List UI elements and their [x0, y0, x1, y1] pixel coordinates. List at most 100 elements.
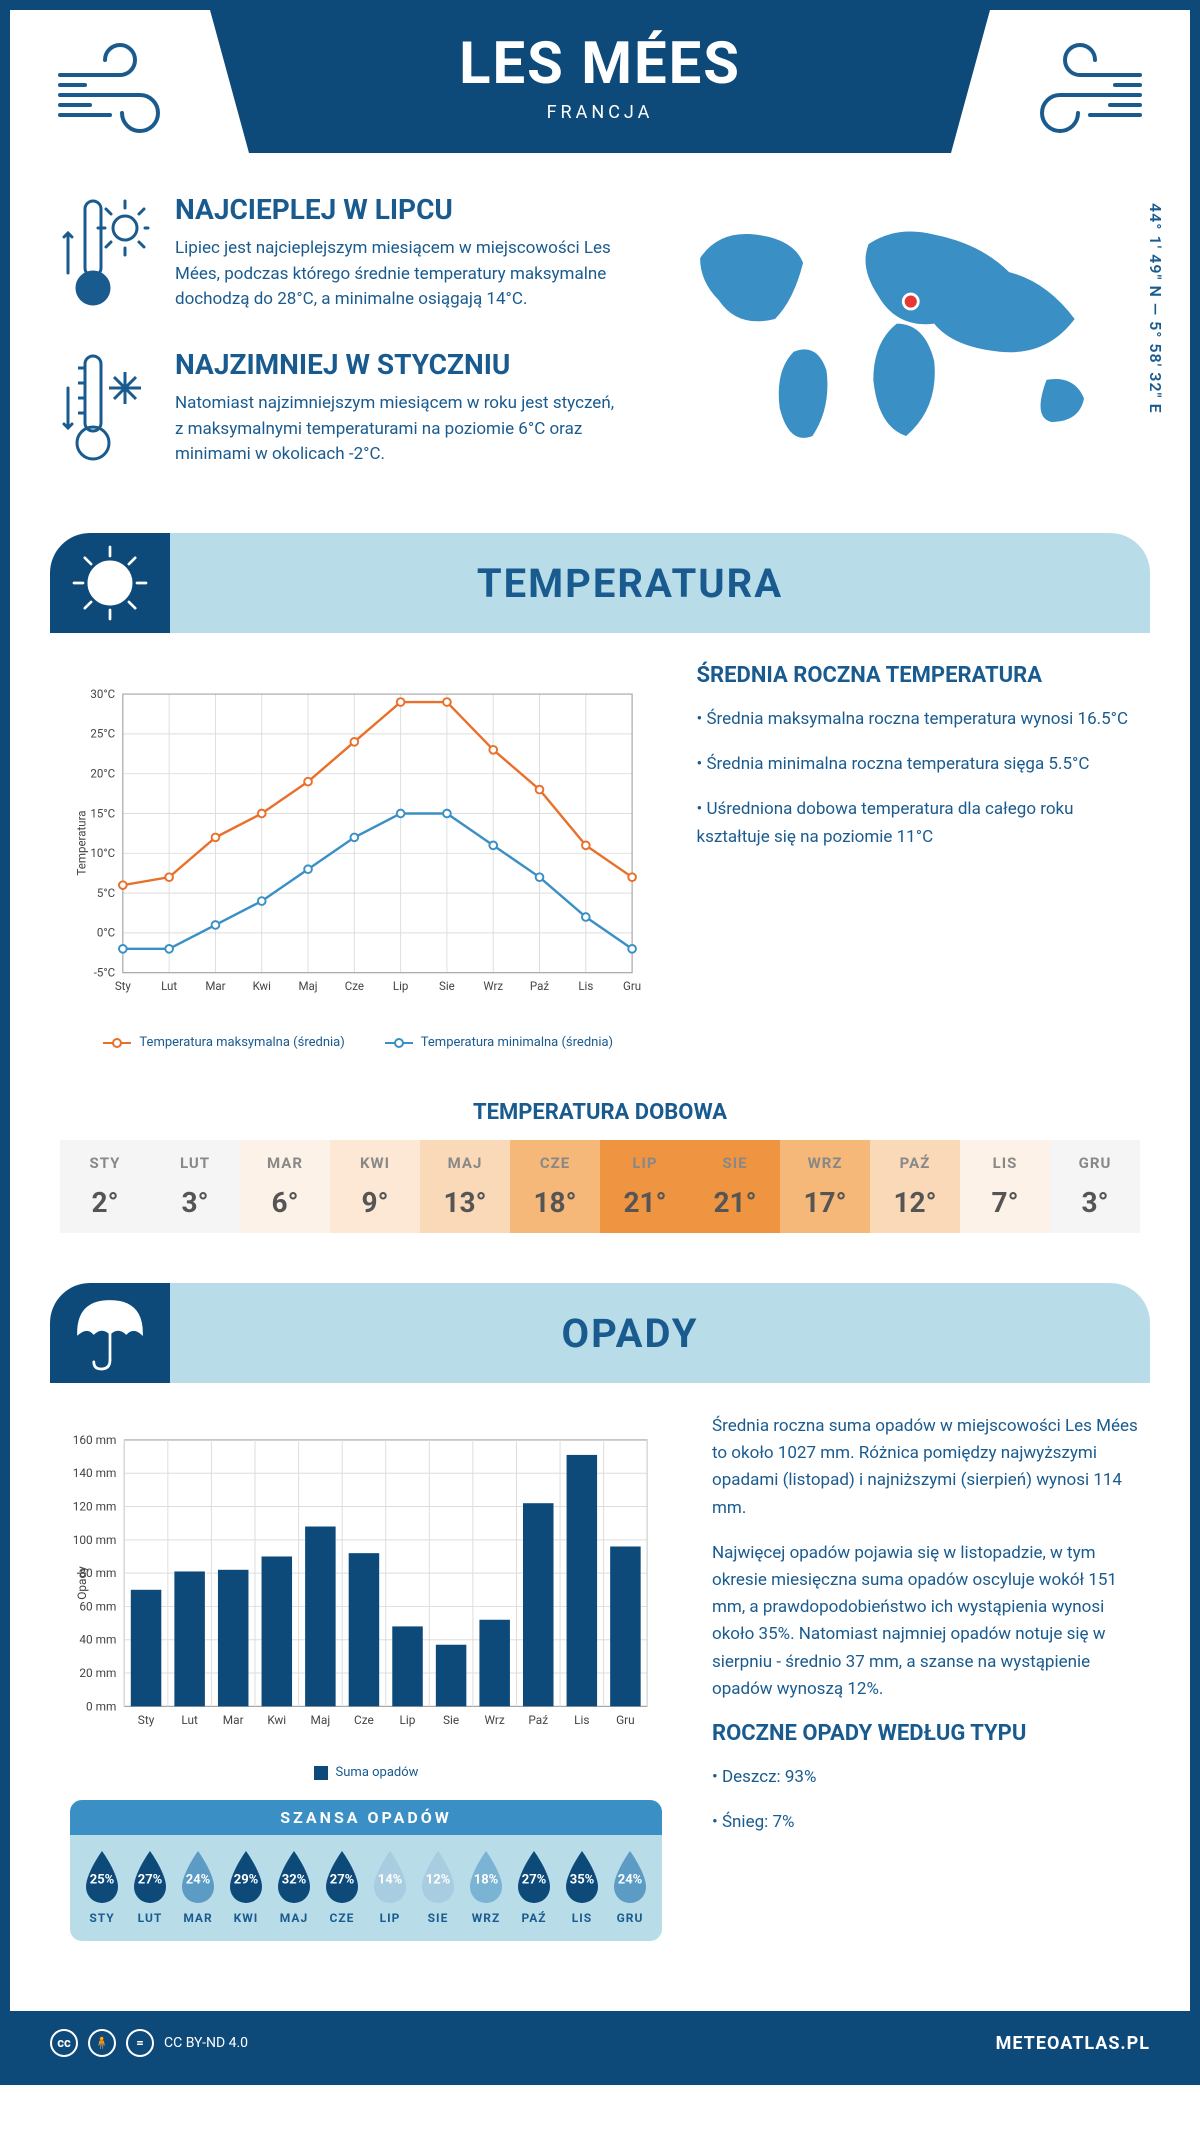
daily-month: MAJ	[420, 1154, 510, 1172]
thermometer-cold-icon	[60, 348, 150, 468]
temp-summary: ŚREDNIA ROCZNA TEMPERATURA • Średnia mak…	[697, 663, 1140, 1050]
daily-value: 3°	[1050, 1186, 1140, 1219]
rain-chance-month: PAŹ	[512, 1911, 556, 1925]
rain-chance-value: 18%	[474, 1872, 499, 1887]
rain-chance-box: SZANSA OPADÓW 25% STY 27% LUT 24% MAR 29…	[70, 1800, 662, 1941]
svg-text:Maj: Maj	[298, 979, 317, 993]
daily-value: 7°	[960, 1186, 1050, 1219]
raindrop-icon: 29%	[224, 1849, 268, 1905]
title-banner: LES MÉES FRANCJA	[210, 10, 990, 153]
rain-type-rain: • Deszcz: 93%	[712, 1764, 1140, 1791]
svg-text:60 mm: 60 mm	[79, 1599, 116, 1613]
rain-p1: Średnia roczna suma opadów w miejscowośc…	[712, 1413, 1140, 1522]
rain-chance-cell: 35% LIS	[560, 1849, 604, 1925]
raindrop-icon: 24%	[176, 1849, 220, 1905]
svg-text:Maj: Maj	[311, 1713, 331, 1727]
rain-chance-month: GRU	[608, 1911, 652, 1925]
svg-text:Sie: Sie	[439, 979, 455, 993]
section-header-temperature: TEMPERATURA	[50, 533, 1150, 633]
rain-chance-value: 27%	[330, 1872, 355, 1887]
raindrop-icon: 35%	[560, 1849, 604, 1905]
temp-side-b2: • Średnia minimalna roczna temperatura s…	[697, 751, 1140, 778]
svg-text:0 mm: 0 mm	[86, 1699, 116, 1713]
rain-chance-drops: 25% STY 27% LUT 24% MAR 29% KWI 32% MAJ …	[70, 1835, 662, 1929]
rain-chance-month: LUT	[128, 1911, 172, 1925]
rain-legend: Suma opadów	[336, 1765, 419, 1780]
site-name: METEOATLAS.PL	[996, 2033, 1150, 2054]
daily-cell: GRU3°	[1050, 1140, 1140, 1233]
rain-chance-cell: 14% LIP	[368, 1849, 412, 1925]
temp-side-title: ŚREDNIA ROCZNA TEMPERATURA	[697, 663, 1140, 688]
rain-p2: Najwięcej opadów pojawia się w listopadz…	[712, 1540, 1140, 1703]
fact-hot-title: NAJCIEPLEJ W LIPCU	[175, 193, 622, 226]
raindrop-icon: 32%	[272, 1849, 316, 1905]
svg-text:0°C: 0°C	[97, 926, 115, 940]
daily-value: 2°	[60, 1186, 150, 1219]
raindrop-icon: 27%	[128, 1849, 172, 1905]
world-map: 44° 1' 49" N — 5° 58' 32" E	[672, 193, 1140, 503]
rain-chance-value: 14%	[378, 1872, 403, 1887]
rain-chance-cell: 27% PAŹ	[512, 1849, 556, 1925]
svg-text:Lip: Lip	[400, 1713, 416, 1727]
svg-text:Wrz: Wrz	[483, 979, 503, 993]
svg-text:Sty: Sty	[115, 979, 132, 993]
rain-chance-month: KWI	[224, 1911, 268, 1925]
daily-cell: KWI9°	[330, 1140, 420, 1233]
rain-chance-month: CZE	[320, 1911, 364, 1925]
rain-chance-month: MAR	[176, 1911, 220, 1925]
daily-value: 21°	[600, 1186, 690, 1219]
daily-cell: LIP21°	[600, 1140, 690, 1233]
svg-text:Paź: Paź	[528, 1713, 548, 1727]
rain-type-snow: • Śnieg: 7%	[712, 1809, 1140, 1836]
svg-text:Opady: Opady	[75, 1566, 89, 1600]
daily-cell: LUT3°	[150, 1140, 240, 1233]
rain-content: 0 mm20 mm40 mm60 mm80 mm100 mm120 mm140 …	[10, 1383, 1190, 1971]
svg-text:Kwi: Kwi	[267, 1713, 286, 1727]
rain-bar-chart: 0 mm20 mm40 mm60 mm80 mm100 mm120 mm140 …	[70, 1413, 662, 1941]
fact-hot-body: Lipiec jest najcieplejszym miesiącem w m…	[175, 236, 622, 313]
rain-chance-value: 27%	[138, 1872, 163, 1887]
svg-text:160 mm: 160 mm	[73, 1433, 117, 1447]
temp-content: -5°C0°C5°C10°C15°C20°C25°C30°CStyLutMarK…	[10, 633, 1190, 1080]
svg-text:Kwi: Kwi	[253, 979, 272, 993]
daily-value: 3°	[150, 1186, 240, 1219]
daily-value: 18°	[510, 1186, 600, 1219]
rain-chance-title: SZANSA OPADÓW	[70, 1800, 662, 1835]
daily-value: 17°	[780, 1186, 870, 1219]
rain-chance-cell: 27% CZE	[320, 1849, 364, 1925]
daily-month: STY	[60, 1154, 150, 1172]
rain-chance-cell: 12% SIE	[416, 1849, 460, 1925]
rain-chance-month: STY	[80, 1911, 124, 1925]
legend-min: Temperatura minimalna (średnia)	[421, 1035, 613, 1050]
daily-cell: WRZ17°	[780, 1140, 870, 1233]
rain-chance-cell: 32% MAJ	[272, 1849, 316, 1925]
license-text: CC BY-ND 4.0	[164, 2035, 248, 2051]
rain-chart-legend: Suma opadów	[70, 1765, 662, 1780]
raindrop-icon: 25%	[80, 1849, 124, 1905]
svg-text:Lis: Lis	[578, 979, 593, 993]
city-name: LES MÉES	[250, 30, 950, 98]
temperature-line-chart: -5°C0°C5°C10°C15°C20°C25°C30°CStyLutMarK…	[70, 663, 647, 1050]
daily-value: 12°	[870, 1186, 960, 1219]
svg-text:-5°C: -5°C	[94, 966, 115, 980]
rain-chance-cell: 25% STY	[80, 1849, 124, 1925]
daily-month: LIS	[960, 1154, 1050, 1172]
rain-chance-month: LIS	[560, 1911, 604, 1925]
nd-icon: =	[126, 2029, 154, 2057]
fact-cold-title: NAJZIMNIEJ W STYCZNIU	[175, 348, 622, 381]
rain-chance-month: MAJ	[272, 1911, 316, 1925]
wind-icon-left	[50, 40, 190, 150]
svg-text:20°C: 20°C	[90, 767, 115, 781]
daily-cell: CZE 18°	[510, 1140, 600, 1233]
raindrop-icon: 12%	[416, 1849, 460, 1905]
temp-chart-legend: Temperatura maksymalna (średnia) Tempera…	[70, 1035, 647, 1050]
daily-month: CZE	[510, 1154, 600, 1172]
svg-text:140 mm: 140 mm	[73, 1466, 117, 1480]
by-icon: 🧍	[88, 2029, 116, 2057]
svg-text:40 mm: 40 mm	[79, 1633, 116, 1647]
section-header-rain: OPADY	[50, 1283, 1150, 1383]
svg-text:Mar: Mar	[205, 979, 225, 993]
daily-cell: SIE21°	[690, 1140, 780, 1233]
svg-text:Mar: Mar	[223, 1713, 244, 1727]
svg-text:Gru: Gru	[616, 1713, 635, 1727]
